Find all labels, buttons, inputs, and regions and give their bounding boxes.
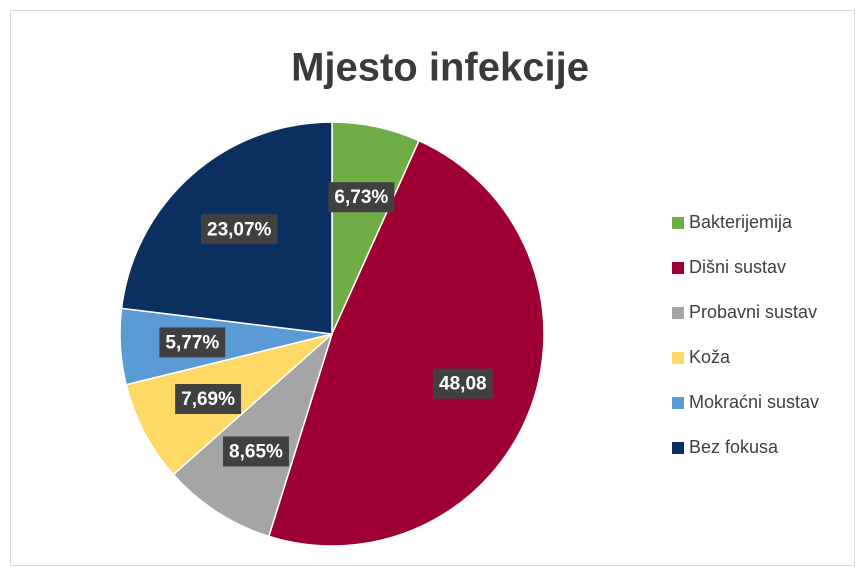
legend-marker [672, 307, 684, 319]
data-label-box [223, 436, 289, 467]
data-label-box [175, 383, 242, 414]
data-label-box [201, 214, 278, 245]
data-label: 8,65% [229, 441, 283, 462]
data-label-box [159, 327, 226, 358]
legend-label: Mokraćni sustav [689, 392, 819, 412]
data-label: 5,77% [165, 332, 219, 353]
data-label: 48,08 [439, 374, 487, 395]
legend-label: Bez fokusa [689, 437, 779, 457]
legend-label: Koža [689, 347, 731, 367]
legend-marker [672, 397, 684, 409]
legend-label: Probavni sustav [689, 302, 817, 322]
pie-slice [172, 331, 334, 538]
data-label-box [328, 182, 395, 213]
legend-label: Dišni sustav [689, 257, 786, 277]
data-label-box [433, 368, 493, 399]
legend-marker [672, 217, 684, 229]
legend-marker [672, 352, 684, 364]
chart-title: Mjesto infekcije [291, 46, 589, 90]
data-label: 23,07% [207, 219, 272, 240]
data-label: 6,73% [334, 187, 388, 208]
pie-slice [267, 139, 545, 547]
data-label: 7,69% [181, 389, 235, 410]
legend-marker [672, 442, 684, 454]
legend-label: Bakterijemija [689, 212, 793, 232]
legend-marker [672, 262, 684, 274]
